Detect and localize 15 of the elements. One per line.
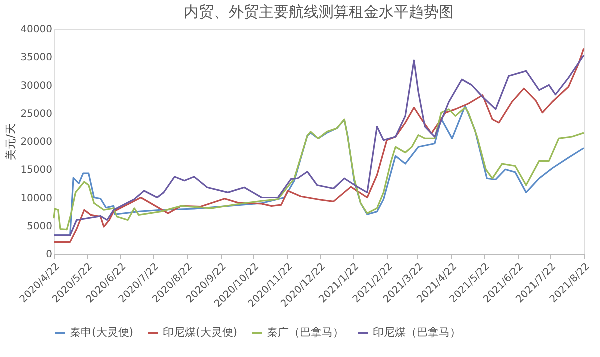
- y-tick-label: 10000: [20, 193, 52, 204]
- chart-title: 内贸、外贸主要航线测算租金水平趋势图: [184, 3, 454, 21]
- legend-label: 秦申(大灵便): [70, 326, 134, 339]
- y-tick-label: 30000: [20, 80, 52, 92]
- y-tick-label: 15000: [20, 165, 52, 176]
- y-tick-label: 25000: [20, 108, 52, 120]
- y-tick-label: 20000: [20, 137, 52, 148]
- legend-label: 印尼煤（巴拿马）: [373, 326, 461, 339]
- y-tick-label: 40000: [20, 24, 52, 36]
- legend-label: 印尼煤(大灵便): [163, 326, 238, 339]
- y-tick-label: 0: [46, 250, 52, 260]
- y-tick-label: 5000: [27, 221, 52, 232]
- y-tick-label: 35000: [20, 52, 52, 64]
- y-axis-title: 美元/天: [4, 124, 18, 160]
- legend-label: 秦广（巴拿马）: [267, 326, 344, 339]
